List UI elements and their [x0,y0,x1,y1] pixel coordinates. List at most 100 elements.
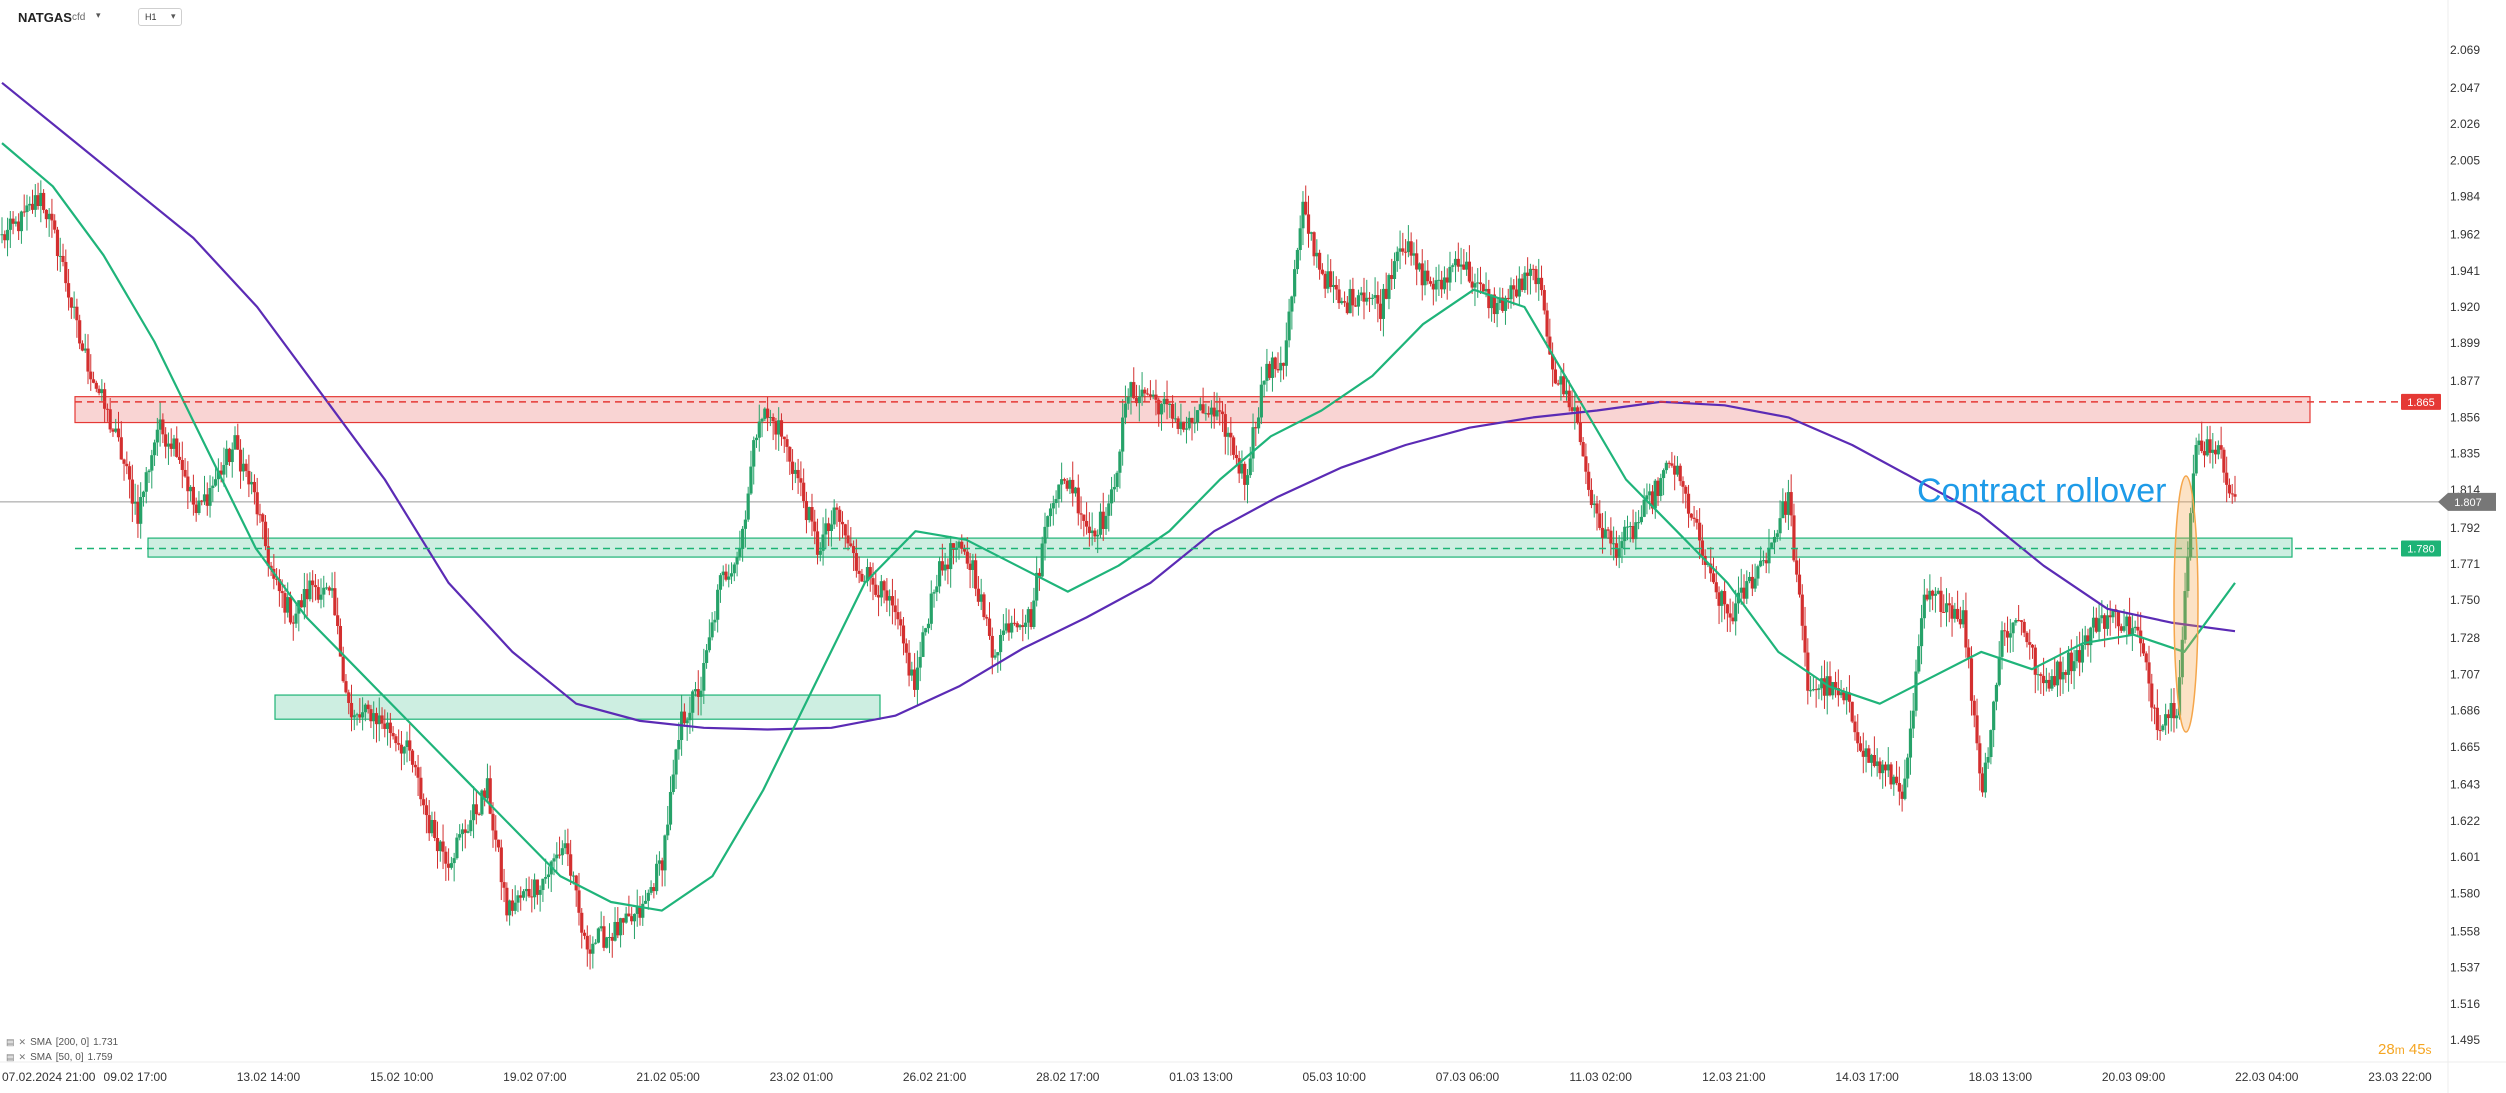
candle-up [677,740,681,750]
candle-down [976,588,981,602]
candle-down [1833,682,1838,688]
candle-down [1304,201,1308,215]
candle-down [1218,410,1222,412]
candle-down [1085,520,1089,527]
candle-up [546,874,551,878]
candle-down [17,221,21,232]
candle-up [1240,463,1244,474]
x-tick-label: 11.03 02:00 [1569,1070,1632,1084]
chart-toolbar: NATGAS cfd ▾ H1 ▾ [0,0,600,40]
candle-up [1453,258,1458,266]
x-tick-label: 12.03 21:00 [1702,1070,1766,1084]
candle-down [1714,582,1718,593]
sma200-line [1,81,2236,731]
candle-down [1456,258,1460,267]
candle-down [1520,278,1524,291]
candle-up [1417,263,1422,270]
current-price-tag [2438,492,2496,511]
candle-up [1287,311,1291,341]
candle-down [1551,354,1555,370]
candle-up [2075,650,2079,662]
candle-down [766,408,770,418]
candle-up [1523,272,1527,291]
chevron-down-icon: ▾ [171,11,176,21]
candle-down [1967,647,1971,659]
candle-up [114,428,118,432]
symbol-dropdown-icon[interactable]: ▾ [96,10,101,20]
candle-down [2200,440,2204,452]
candle-up [607,936,612,938]
candle-down [55,229,60,257]
candle-up [1112,486,1116,490]
candle-down [1037,572,1042,577]
candle-up [2111,609,2115,618]
candle-up [1412,253,1416,256]
legend-item-sma50[interactable]: ▤ ✕ SMA [50, 0] 1.759 [6,1050,118,1065]
legend-value: 1.731 [93,1037,119,1048]
candle-up [1295,249,1300,270]
candle-up [1326,271,1330,289]
candle-up [2061,672,2065,680]
candle-up [1919,618,1924,647]
candle-up [1315,252,1319,257]
candle-down [2039,674,2043,676]
candle-up [666,824,670,836]
candle-up [1473,283,1477,288]
candle-down [527,888,531,897]
y-tick-label: 1.856 [2450,410,2480,424]
candle-up [1839,692,1843,696]
candle-down [566,843,570,855]
candle-down [1445,277,1449,283]
candle-down [1650,491,1655,509]
legend-item-sma200[interactable]: ▤ ✕ SMA [200, 0] 1.731 [6,1035,118,1050]
y-tick-label: 1.899 [2450,336,2480,350]
candle-down [1814,689,1818,691]
candle-down [349,702,354,718]
candle-down [2144,653,2148,663]
candle-down [1889,764,1893,785]
candle-up [1159,404,1164,415]
candle-down [1306,214,1311,234]
candle-down [1797,574,1802,595]
candle-down [1021,625,1025,627]
indicator-remove-icon[interactable]: ✕ [18,1052,27,1062]
indicator-settings-icon[interactable]: ▤ [6,1052,15,1062]
candle-down [2103,615,2107,629]
candle-up [1348,288,1352,314]
candle-down [347,692,351,703]
candle-down [616,921,620,936]
candle-down [1312,232,1316,257]
candle-down [2086,635,2090,646]
instrument-symbol[interactable]: NATGAS [18,10,72,25]
candle-up [1209,407,1214,415]
candle-up [25,205,29,213]
candle-down [1656,480,1660,496]
candle-up [544,877,548,879]
candle-down [1692,517,1696,519]
candle-up [2055,661,2060,686]
candle-down [280,591,284,594]
candle-up [250,481,254,485]
candle-down [1342,301,1347,303]
candle-down [1975,715,1979,744]
candle-up [1637,522,1641,524]
candle-down [53,220,57,230]
candle-up [1129,382,1133,397]
candle-down [652,887,656,892]
indicator-remove-icon[interactable]: ✕ [18,1037,27,1047]
candle-down [588,949,592,954]
candle-up [352,715,356,718]
candle-up [649,887,653,893]
candle-down [496,839,501,848]
indicator-settings-icon[interactable]: ▤ [6,1037,15,1047]
candle-down [2119,626,2123,631]
candle-down [1789,492,1793,516]
candle-down [2150,683,2154,708]
candle-down [69,297,73,308]
y-tick-label: 1.941 [2450,264,2480,278]
candle-down [896,612,900,620]
x-tick-label: 13.02 14:00 [237,1070,301,1084]
candle-up [1054,499,1058,504]
timeframe-select[interactable]: H1 ▾ [138,8,182,26]
